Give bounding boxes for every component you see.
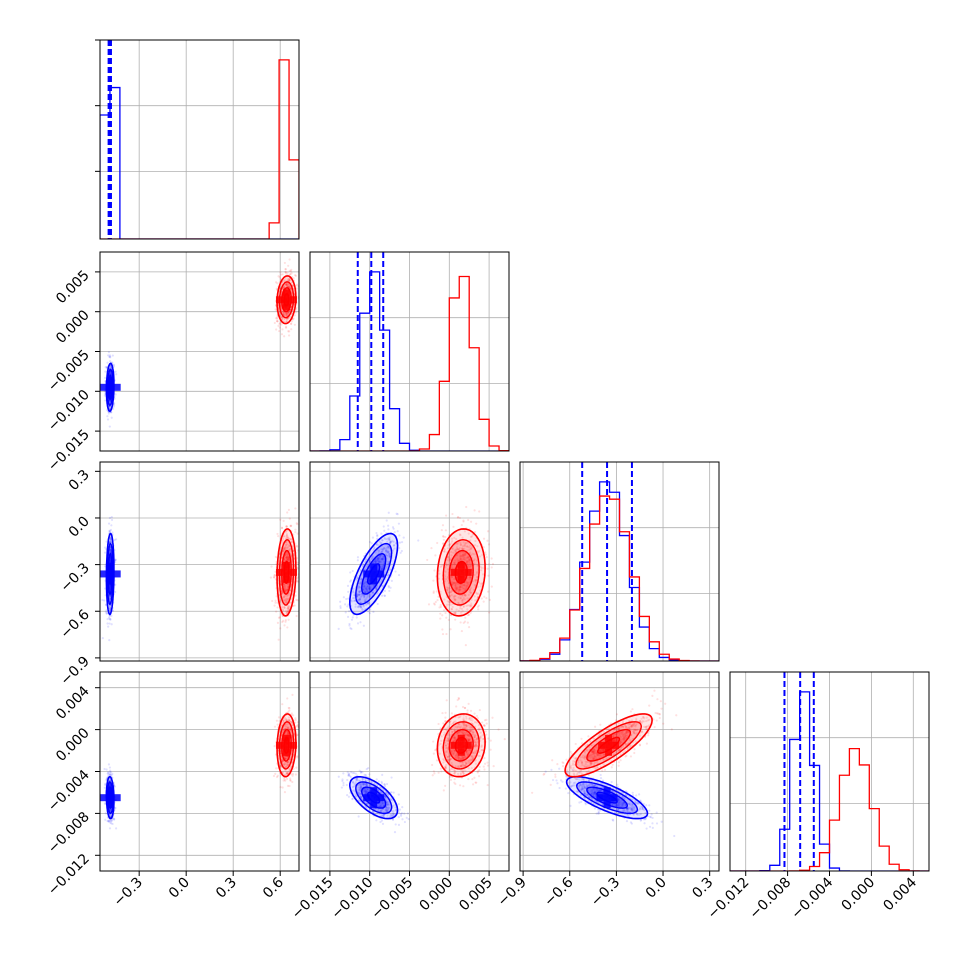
x-tick-label: 0.000 [416,875,456,915]
density-core-red [450,561,472,583]
y-tick-label: 0.000 [53,725,93,765]
y-tick-label: −0.3 [57,560,92,595]
hist-blue-step [100,86,299,239]
hist-panel-4 [730,672,929,871]
density-core-red [275,734,297,756]
y-tick-label: −0.015 [45,427,93,475]
x-tick-label: −0.6 [541,874,576,909]
y-tick-label: 0.000 [53,307,93,347]
y-tick-label: −0.012 [45,851,93,899]
scatter-panel-2-4 [310,672,509,871]
scatter-panel-1-2 [100,252,299,451]
x-tick-label: 0.3 [689,875,716,902]
hist-red-step [520,495,719,661]
y-tick-label: −0.9 [57,653,92,688]
y-tick-label: 0.005 [53,267,93,307]
y-tick-label: −0.004 [45,767,93,815]
x-tick-label: −0.010 [329,875,377,923]
scatter-panel-2-3 [310,462,509,661]
y-tick-label: 0.0 [66,513,93,540]
density-core-blue [100,376,121,398]
x-tick-label: 0.3 [213,875,240,902]
density-core-blue [100,787,121,809]
x-tick-label: 0.000 [839,875,879,915]
x-tick-label: −0.005 [368,875,416,923]
scatter-panel-1-4 [100,672,299,871]
hist-frame-3 [519,461,720,662]
density-core-blue [100,563,121,585]
y-tick-label: 0.3 [66,467,93,494]
hist-panel-3 [520,462,719,661]
x-tick-label: −0.004 [788,874,836,922]
density-core-blue [363,787,385,809]
x-tick-label: −0.3 [111,875,146,910]
x-tick-label: 0.0 [643,875,670,902]
hist-panel-1 [100,40,299,239]
x-tick-label: −0.015 [289,875,337,923]
hist-red-step [310,275,509,451]
x-tick-label: −0.008 [746,875,794,923]
density-core-red [275,289,297,311]
hist-panel-2 [310,252,509,451]
x-tick-label: 0.0 [166,875,193,902]
y-tick-label: −0.008 [45,809,93,857]
hist-frame-1 [99,39,300,240]
scatter-panel-1-3 [100,462,299,661]
x-tick-label: −0.9 [495,875,530,910]
y-tick-label: −0.005 [45,347,93,395]
scatter-panel-3-4 [520,672,719,871]
x-tick-label: −0.3 [588,875,623,910]
hist-blue-step [310,271,509,451]
y-tick-label: −0.6 [57,607,92,642]
density-core-red [450,734,472,756]
y-tick-label: 0.004 [53,683,93,723]
scatter-frame-3-4 [519,671,720,872]
y-tick-label: −0.010 [45,387,93,435]
hist-frame-2 [309,251,510,452]
density-core-blue [596,787,618,809]
x-tick-label: 0.004 [880,874,920,914]
x-tick-label: 0.005 [456,875,496,915]
density-core-red [598,734,620,756]
density-core-red [275,561,297,583]
density-core-blue [363,563,385,585]
x-tick-label: 0.6 [260,874,287,901]
hist-red-step [100,59,299,239]
scatter-frame-1-3 [99,461,300,662]
scatter-frame-2-3 [309,461,510,662]
